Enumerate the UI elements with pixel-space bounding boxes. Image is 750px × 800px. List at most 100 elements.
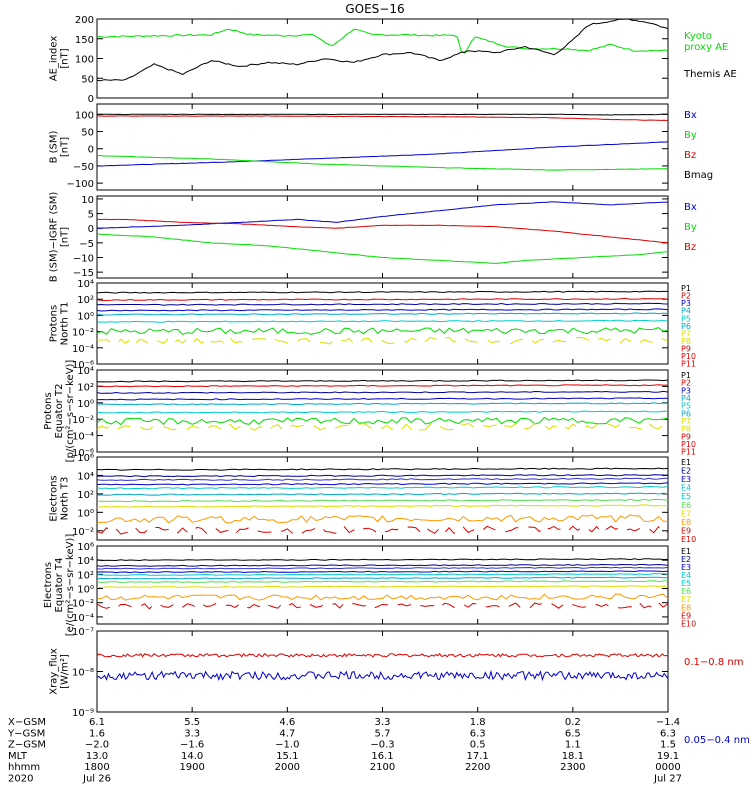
flux-channel-line bbox=[96, 504, 669, 508]
xaxis-row-label: MLT bbox=[8, 751, 28, 762]
channel-label: P10 bbox=[681, 352, 696, 361]
y-tick-label: 10⁻⁴ bbox=[72, 613, 94, 624]
xaxis-value: 1.8 bbox=[470, 717, 486, 728]
xaxis-value: 1800 bbox=[84, 762, 109, 773]
flux-channel-line bbox=[96, 319, 669, 323]
xaxis-value: −0.3 bbox=[370, 740, 394, 751]
y-tick-label: 10⁰ bbox=[77, 311, 94, 322]
flux-channel-line bbox=[96, 576, 669, 580]
series-bz bbox=[96, 218, 669, 244]
legend-label: 0.1−0.8 nm bbox=[684, 657, 743, 668]
channel-label: P9 bbox=[681, 345, 691, 354]
flux-channel-line bbox=[96, 602, 669, 610]
legend-label: Bz bbox=[684, 242, 696, 253]
flux-channel-line bbox=[96, 482, 669, 486]
xaxis-value: 1.1 bbox=[565, 740, 581, 751]
channel-label: P1 bbox=[681, 284, 691, 293]
xaxis-value: 2200 bbox=[465, 762, 490, 773]
y-tick-label: 10 bbox=[81, 195, 94, 206]
series-by bbox=[96, 155, 669, 171]
xaxis-value: 19.1 bbox=[657, 751, 679, 762]
flux-channel-line bbox=[96, 580, 669, 583]
channel-label: P5 bbox=[681, 314, 691, 323]
flux-channel-line bbox=[97, 474, 669, 478]
xaxis-value: 1.5 bbox=[660, 740, 676, 751]
legend-label: 0.05−0.4 nm bbox=[684, 735, 750, 746]
series-bx bbox=[97, 201, 669, 229]
y-axis-label: [p/(cm²−s−sr−keV)] bbox=[65, 360, 76, 463]
y-tick-label: 10⁰ bbox=[77, 399, 94, 410]
xaxis-value: 1.6 bbox=[89, 728, 105, 739]
panel-frame bbox=[96, 282, 669, 365]
y-tick-label: 100 bbox=[75, 110, 94, 121]
flux-channel-line bbox=[96, 379, 669, 383]
xaxis-value: −1.0 bbox=[275, 740, 299, 751]
xaxis-value: 15.1 bbox=[276, 751, 298, 762]
flux-channel-line bbox=[96, 336, 669, 345]
channel-label: P1 bbox=[681, 371, 691, 380]
series-bz bbox=[96, 115, 669, 121]
xaxis-value: −1.4 bbox=[656, 717, 680, 728]
xaxis-value: −1.6 bbox=[180, 740, 204, 751]
channel-label: P5 bbox=[681, 402, 691, 411]
y-tick-label: 10⁴ bbox=[77, 556, 94, 567]
xaxis-row-label: Z−GSM bbox=[8, 740, 46, 751]
xaxis-value: 4.6 bbox=[279, 717, 295, 728]
y-tick-label: 10⁴ bbox=[77, 366, 94, 377]
flux-channel-line bbox=[96, 573, 669, 576]
series-by bbox=[96, 233, 669, 264]
y-axis-label: North T3 bbox=[60, 477, 71, 521]
flux-channel-line bbox=[96, 397, 669, 401]
y-axis-label: Electrons bbox=[49, 475, 60, 521]
y-tick-label: 10⁻⁸ bbox=[72, 668, 94, 679]
flux-channel-line bbox=[96, 525, 669, 535]
y-tick-label: 5 bbox=[88, 210, 94, 221]
xaxis-value: 0000 bbox=[655, 762, 680, 773]
channel-label: E4 bbox=[681, 484, 691, 493]
y-axis-label: Xray_flux bbox=[49, 648, 60, 695]
flux-channel-line bbox=[96, 410, 669, 414]
y-axis-label: Protons bbox=[49, 305, 60, 342]
panel-bsm: −100 −50 0 50 100 B (SM) [nT] Bx By Bz Bmag bbox=[49, 103, 713, 191]
channel-label: E9 bbox=[681, 611, 691, 620]
y-tick-label: 10⁻² bbox=[72, 599, 94, 610]
xaxis-value: 13.0 bbox=[86, 751, 108, 762]
y-tick-label: 10⁶ bbox=[77, 453, 94, 464]
channel-label: E8 bbox=[681, 603, 691, 612]
y-axis-label: North T1 bbox=[60, 302, 71, 346]
flux-channel-line bbox=[96, 402, 669, 406]
xaxis-value: 0.2 bbox=[565, 717, 581, 728]
xaxis-value: 3.3 bbox=[184, 728, 200, 739]
y-tick-label: −100 bbox=[67, 179, 94, 190]
xaxis-row-label: X−GSM bbox=[8, 717, 46, 728]
channel-label: P7 bbox=[681, 329, 691, 338]
channel-label: P7 bbox=[681, 417, 691, 426]
xaxis-value: 2300 bbox=[560, 762, 585, 773]
panel-frame bbox=[96, 630, 669, 713]
series-kyoto-proxy-ae bbox=[96, 28, 669, 54]
xaxis-row-label: hhmm bbox=[8, 762, 40, 773]
flux-channel-line bbox=[96, 570, 669, 574]
flux-channel-line bbox=[96, 593, 669, 601]
channel-label: P11 bbox=[681, 360, 696, 369]
channel-label: E6 bbox=[681, 501, 691, 510]
y-tick-label: −5 bbox=[79, 239, 94, 250]
channel-label: E4 bbox=[681, 571, 691, 580]
y-tick-label: 10⁻⁷ bbox=[72, 627, 94, 638]
y-tick-label: 10⁻² bbox=[72, 415, 94, 426]
y-tick-label: 10⁻⁶ bbox=[72, 448, 94, 459]
xaxis-row-label: Y−GSM bbox=[7, 728, 45, 739]
channel-label: P4 bbox=[681, 307, 691, 316]
y-tick-label: 10⁻² bbox=[72, 328, 94, 339]
y-axis-label: B (SM) bbox=[49, 130, 60, 163]
y-tick-label: 10⁴ bbox=[77, 279, 94, 290]
y-tick-label: 0 bbox=[88, 224, 94, 235]
channel-label: E8 bbox=[681, 518, 691, 527]
channel-label: P4 bbox=[681, 394, 691, 403]
xaxis-value: 3.3 bbox=[375, 717, 391, 728]
panel-elec2: 10⁻⁴ 10⁻² 10⁰ 10² 10⁴ 10⁶ Electrons Equator T4[… bbox=[43, 534, 696, 637]
flux-channel-line bbox=[96, 327, 669, 335]
y-axis-label: AE_index bbox=[49, 36, 60, 82]
